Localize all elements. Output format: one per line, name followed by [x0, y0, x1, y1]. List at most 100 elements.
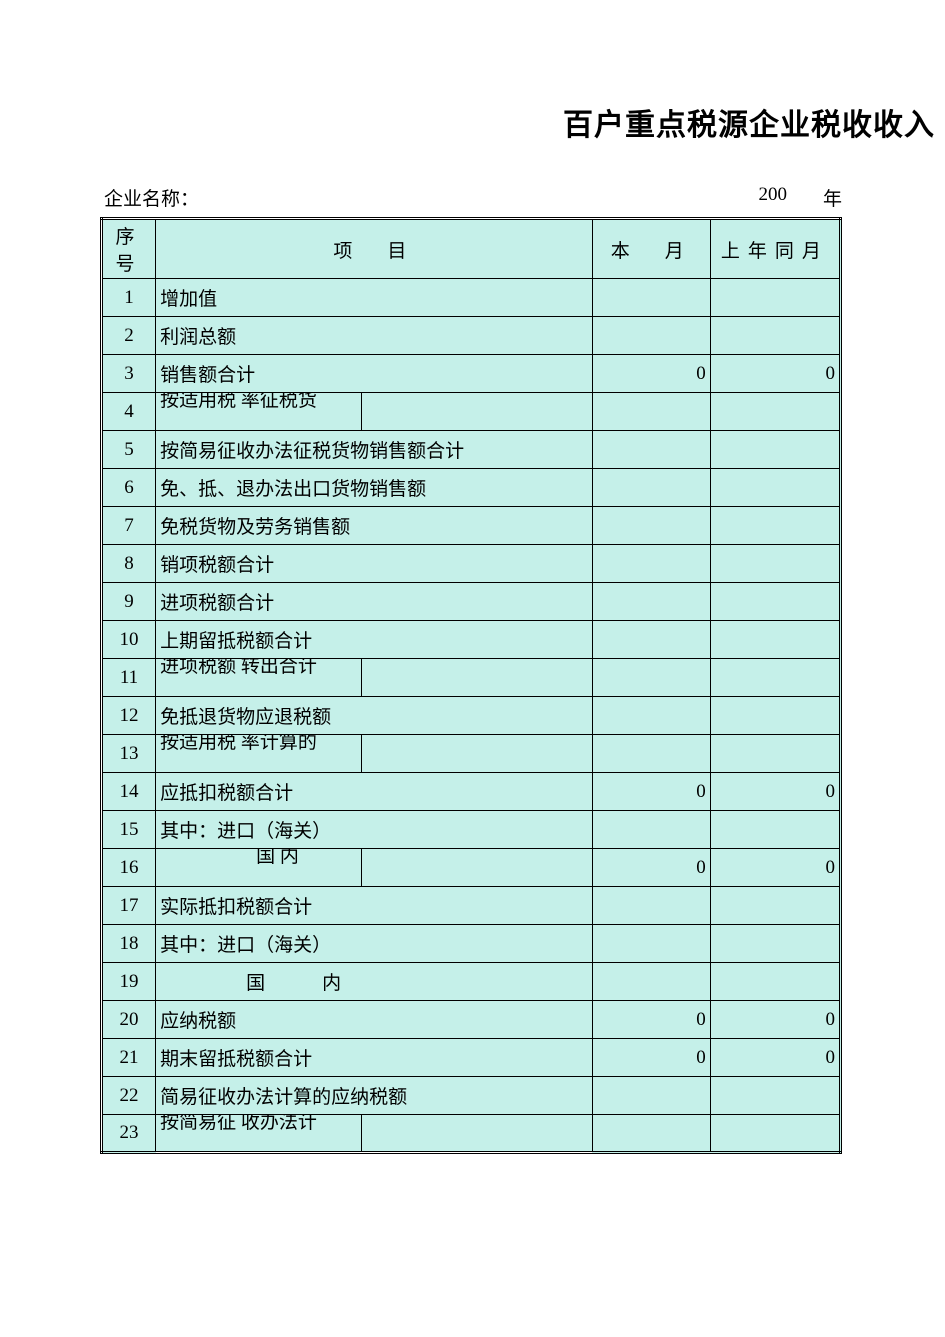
table-row: 11进项税额 转出合计 [102, 659, 841, 697]
row-seq: 16 [102, 849, 156, 887]
row-item: 其中：进口（海关） [156, 925, 593, 963]
row-seq: 23 [102, 1115, 156, 1153]
company-label: 企业名称： [100, 184, 199, 211]
row-seq: 4 [102, 393, 156, 431]
row-month: 0 [592, 849, 710, 887]
row-month [592, 393, 710, 431]
row-prev [710, 659, 840, 697]
table-row: 15其中：进口（海关） [102, 811, 841, 849]
row-seq: 9 [102, 583, 156, 621]
row-item: 免抵退货物应退税额 [156, 697, 593, 735]
row-month [592, 621, 710, 659]
row-prev: 0 [710, 773, 840, 811]
row-seq: 2 [102, 317, 156, 355]
row-seq: 7 [102, 507, 156, 545]
row-prev: 0 [710, 355, 840, 393]
row-prev [710, 317, 840, 355]
row-seq: 12 [102, 697, 156, 735]
row-item: 按适用税 率计算的 [156, 735, 593, 773]
row-month [592, 545, 710, 583]
row-seq: 11 [102, 659, 156, 697]
row-seq: 15 [102, 811, 156, 849]
row-item: 其中：进口（海关） [156, 811, 593, 849]
row-item: 免税货物及劳务销售额 [156, 507, 593, 545]
row-item: 国 内 [156, 963, 593, 1001]
row-prev [710, 279, 840, 317]
row-prev [710, 963, 840, 1001]
row-item: 应抵扣税额合计 [156, 773, 593, 811]
row-item: 按简易征收办法征税货物销售额合计 [156, 431, 593, 469]
row-prev: 0 [710, 849, 840, 887]
row-seq: 14 [102, 773, 156, 811]
row-item: 简易征收办法计算的应纳税额 [156, 1077, 593, 1115]
table-row: 18其中：进口（海关） [102, 925, 841, 963]
row-month [592, 507, 710, 545]
row-item: 期末留抵税额合计 [156, 1039, 593, 1077]
row-month [592, 735, 710, 773]
row-item: 应纳税额 [156, 1001, 593, 1039]
col-item: 项 目 [156, 219, 593, 279]
row-seq: 18 [102, 925, 156, 963]
row-seq: 21 [102, 1039, 156, 1077]
table-row: 13按适用税 率计算的 [102, 735, 841, 773]
meta-row: 企业名称： 200 年 [100, 184, 842, 211]
row-seq: 3 [102, 355, 156, 393]
row-item: 进项税额合计 [156, 583, 593, 621]
year-suffix: 年 [823, 184, 842, 211]
row-item: 实际抵扣税额合计 [156, 887, 593, 925]
row-month [592, 583, 710, 621]
row-item: 进项税额 转出合计 [156, 659, 593, 697]
table-row: 3销售额合计00 [102, 355, 841, 393]
row-item: 按简易征 收办法计 [156, 1115, 593, 1153]
year-prefix: 200 [758, 184, 787, 211]
row-item: 销售额合计 [156, 355, 593, 393]
row-seq: 5 [102, 431, 156, 469]
page: 百户重点税源企业税收收入 企业名称： 200 年 序号 项 目 本 月 上年同月… [0, 0, 945, 1154]
row-month: 0 [592, 1039, 710, 1077]
row-month [592, 811, 710, 849]
row-seq: 10 [102, 621, 156, 659]
row-month [592, 317, 710, 355]
row-seq: 8 [102, 545, 156, 583]
row-prev [710, 1077, 840, 1115]
row-seq: 6 [102, 469, 156, 507]
table-row: 14应抵扣税额合计00 [102, 773, 841, 811]
table-row: 10上期留抵税额合计 [102, 621, 841, 659]
row-prev [710, 811, 840, 849]
row-prev [710, 393, 840, 431]
row-month [592, 469, 710, 507]
table-row: 8销项税额合计 [102, 545, 841, 583]
row-seq: 1 [102, 279, 156, 317]
row-seq: 17 [102, 887, 156, 925]
row-month [592, 925, 710, 963]
table-row: 7免税货物及劳务销售额 [102, 507, 841, 545]
table-row: 2利润总额 [102, 317, 841, 355]
table-row: 5按简易征收办法征税货物销售额合计 [102, 431, 841, 469]
row-month: 0 [592, 355, 710, 393]
header-row: 序号 项 目 本 月 上年同月 [102, 219, 841, 279]
col-prev: 上年同月 [710, 219, 840, 279]
row-prev: 0 [710, 1039, 840, 1077]
row-month [592, 697, 710, 735]
row-prev: 0 [710, 1001, 840, 1039]
row-prev [710, 583, 840, 621]
row-prev [710, 431, 840, 469]
table-row: 1增加值 [102, 279, 841, 317]
row-prev [710, 697, 840, 735]
row-prev [710, 621, 840, 659]
tax-table: 序号 项 目 本 月 上年同月 1增加值2利润总额3销售额合计004按适用税 率… [100, 217, 842, 1154]
row-item: 销项税额合计 [156, 545, 593, 583]
row-month [592, 279, 710, 317]
table-body: 1增加值2利润总额3销售额合计004按适用税 率征税货5按简易征收办法征税货物销… [102, 279, 841, 1153]
row-month [592, 1115, 710, 1153]
row-item: 按适用税 率征税货 [156, 393, 593, 431]
table-row: 20应纳税额00 [102, 1001, 841, 1039]
col-seq: 序号 [102, 219, 156, 279]
document-title: 百户重点税源企业税收收入 [100, 100, 945, 144]
row-item: 上期留抵税额合计 [156, 621, 593, 659]
date-label: 200 年 [758, 184, 842, 211]
row-seq: 20 [102, 1001, 156, 1039]
row-month [592, 1077, 710, 1115]
row-prev [710, 887, 840, 925]
table-row: 22简易征收办法计算的应纳税额 [102, 1077, 841, 1115]
